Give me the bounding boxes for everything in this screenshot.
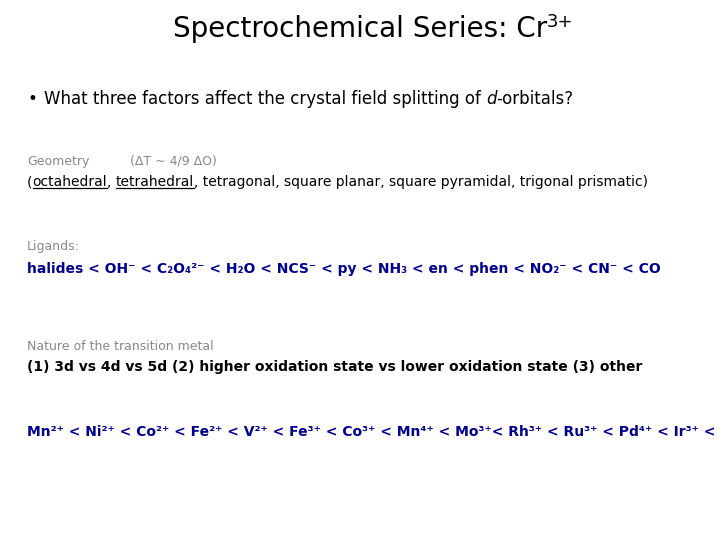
- Text: (ΔT ~ 4/9 ΔO): (ΔT ~ 4/9 ΔO): [130, 155, 217, 168]
- Text: tetrahedral: tetrahedral: [116, 175, 194, 189]
- Text: Spectrochemical Series: Cr: Spectrochemical Series: Cr: [173, 15, 547, 43]
- Text: (1) 3d vs 4d vs 5d (2) higher oxidation state vs lower oxidation state (3) other: (1) 3d vs 4d vs 5d (2) higher oxidation …: [27, 360, 642, 374]
- Text: d: d: [486, 90, 497, 108]
- Text: Nature of the transition metal: Nature of the transition metal: [27, 340, 214, 353]
- Text: halides < OH⁻ < C₂O₄²⁻ < H₂O < NCS⁻ < py < NH₃ < en < phen < NO₂⁻ < CN⁻ < CO: halides < OH⁻ < C₂O₄²⁻ < H₂O < NCS⁻ < py…: [27, 262, 661, 276]
- Text: Mn²⁺ < Ni²⁺ < Co²⁺ < Fe²⁺ < V²⁺ < Fe³⁺ < Co³⁺ < Mn⁴⁺ < Mo³⁺< Rh³⁺ < Ru³⁺ < Pd⁴⁺ : Mn²⁺ < Ni²⁺ < Co²⁺ < Fe²⁺ < V²⁺ < Fe³⁺ <…: [27, 425, 720, 439]
- Text: octahedral: octahedral: [32, 175, 107, 189]
- Text: (: (: [27, 175, 32, 189]
- Text: •: •: [27, 90, 37, 108]
- Text: 3+: 3+: [547, 13, 574, 31]
- Text: Ligands:: Ligands:: [27, 240, 80, 253]
- Text: What three factors affect the crystal field splitting of: What three factors affect the crystal fi…: [44, 90, 486, 108]
- Text: -orbitals?: -orbitals?: [497, 90, 574, 108]
- Text: ,: ,: [107, 175, 116, 189]
- Text: Geometry: Geometry: [27, 155, 89, 168]
- Text: , tetragonal, square planar, square pyramidal, trigonal prismatic): , tetragonal, square planar, square pyra…: [194, 175, 648, 189]
